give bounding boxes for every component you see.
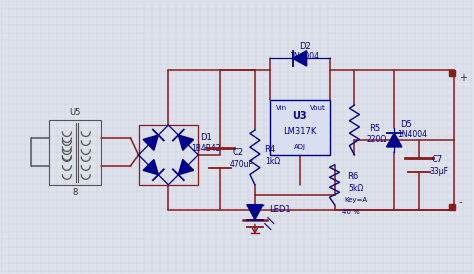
Text: R5: R5: [369, 124, 380, 133]
Text: 1N4004: 1N4004: [397, 130, 427, 139]
Text: Vin: Vin: [276, 105, 287, 111]
Text: C2: C2: [232, 149, 244, 158]
Text: 8: 8: [72, 188, 78, 197]
Text: R4: R4: [264, 145, 275, 155]
Polygon shape: [178, 135, 193, 150]
Text: D2: D2: [299, 42, 310, 51]
Bar: [49, 120, 100, 185]
Text: 40 %: 40 %: [342, 209, 359, 215]
Text: C7: C7: [431, 155, 443, 164]
Polygon shape: [293, 51, 307, 66]
Text: Vout: Vout: [310, 105, 326, 111]
Text: U5: U5: [69, 108, 81, 117]
Polygon shape: [143, 135, 158, 150]
Text: U3: U3: [292, 111, 307, 121]
Text: R6: R6: [347, 172, 358, 181]
Polygon shape: [178, 159, 193, 175]
Text: 33μF: 33μF: [429, 167, 448, 176]
Text: 5kΩ: 5kΩ: [349, 184, 364, 193]
Text: 470uF: 470uF: [230, 160, 254, 169]
Text: -: -: [459, 197, 462, 207]
Polygon shape: [143, 159, 158, 175]
Text: ADJ: ADJ: [294, 144, 306, 150]
Text: LED1: LED1: [269, 205, 291, 214]
Polygon shape: [247, 205, 263, 219]
Text: D1: D1: [201, 133, 212, 141]
Text: 1N4004: 1N4004: [290, 52, 319, 61]
Text: Key=A: Key=A: [345, 197, 368, 203]
Bar: [138, 125, 198, 185]
Text: 220Ω: 220Ω: [366, 135, 386, 144]
Polygon shape: [386, 133, 402, 147]
Bar: [270, 100, 329, 155]
Text: +: +: [459, 73, 467, 83]
Text: D5: D5: [400, 119, 412, 129]
Text: 1kΩ: 1kΩ: [265, 157, 281, 166]
Text: LM317K: LM317K: [283, 127, 316, 136]
Text: 1B4B42: 1B4B42: [191, 144, 221, 153]
